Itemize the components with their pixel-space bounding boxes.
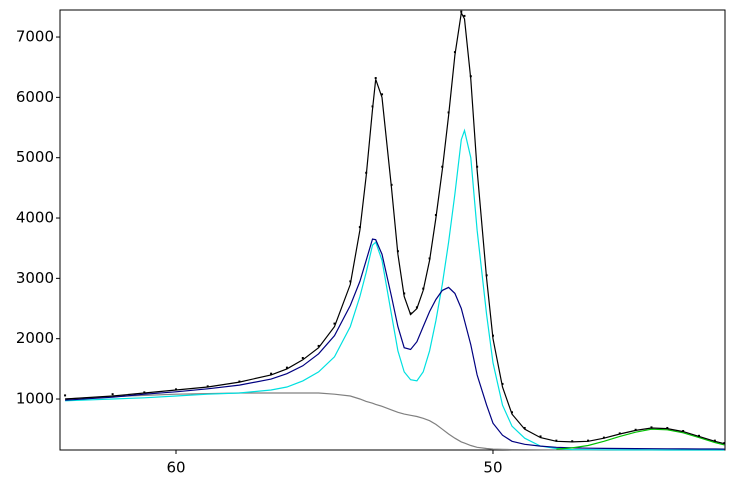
data-point — [523, 426, 526, 429]
data-point — [371, 105, 374, 108]
y-tick-label: 6000 — [16, 88, 54, 106]
data-point — [358, 226, 361, 229]
data-point — [491, 334, 494, 337]
series-line — [65, 128, 725, 451]
data-point — [390, 183, 393, 186]
series-line — [65, 11, 725, 445]
data-point — [64, 394, 67, 397]
data-point — [666, 426, 669, 429]
data-point — [403, 292, 406, 295]
data-point — [510, 411, 513, 414]
data-point — [713, 439, 716, 442]
data-point — [723, 442, 726, 445]
data-point — [301, 356, 304, 359]
data-point — [333, 322, 336, 325]
y-tick-label: 7000 — [16, 28, 54, 46]
data-point — [206, 385, 209, 388]
y-tick-label: 2000 — [16, 329, 54, 347]
data-point — [476, 165, 479, 168]
data-point — [571, 440, 574, 443]
data-point — [650, 426, 653, 429]
data-point — [460, 10, 463, 13]
data-point — [428, 257, 431, 260]
data-point — [317, 344, 320, 347]
data-point — [396, 250, 399, 253]
data-point — [415, 306, 418, 309]
data-point — [618, 432, 621, 435]
data-point — [409, 312, 412, 315]
data-point — [285, 366, 288, 369]
data-point — [602, 436, 605, 439]
data-point — [175, 388, 178, 391]
data-point — [434, 214, 437, 217]
data-point — [469, 75, 472, 78]
plot-frame — [59, 9, 726, 451]
data-point — [349, 280, 352, 283]
data-point — [682, 429, 685, 432]
series-line — [65, 238, 725, 450]
data-point — [698, 434, 701, 437]
data-point — [539, 435, 542, 438]
data-point — [447, 111, 450, 114]
y-tick-label: 3000 — [16, 269, 54, 287]
data-point — [381, 93, 384, 96]
data-point — [634, 428, 637, 431]
y-tick-label: 4000 — [16, 209, 54, 227]
data-point — [270, 372, 273, 375]
x-tick-label: 60 — [166, 459, 185, 477]
y-tick-label: 1000 — [16, 390, 54, 408]
y-tick-label: 5000 — [16, 148, 54, 166]
data-point — [238, 380, 241, 383]
data-point — [501, 382, 504, 385]
data-point — [441, 165, 444, 168]
data-point — [365, 171, 368, 174]
data-point — [422, 287, 425, 290]
x-tick-label: 50 — [483, 459, 502, 477]
data-point — [463, 14, 466, 17]
data-point — [485, 274, 488, 277]
series-line — [556, 428, 725, 450]
data-point — [374, 77, 377, 80]
data-point — [555, 439, 558, 442]
data-point — [587, 439, 590, 442]
data-point — [143, 391, 146, 394]
data-point — [111, 393, 114, 396]
data-point — [453, 51, 456, 54]
